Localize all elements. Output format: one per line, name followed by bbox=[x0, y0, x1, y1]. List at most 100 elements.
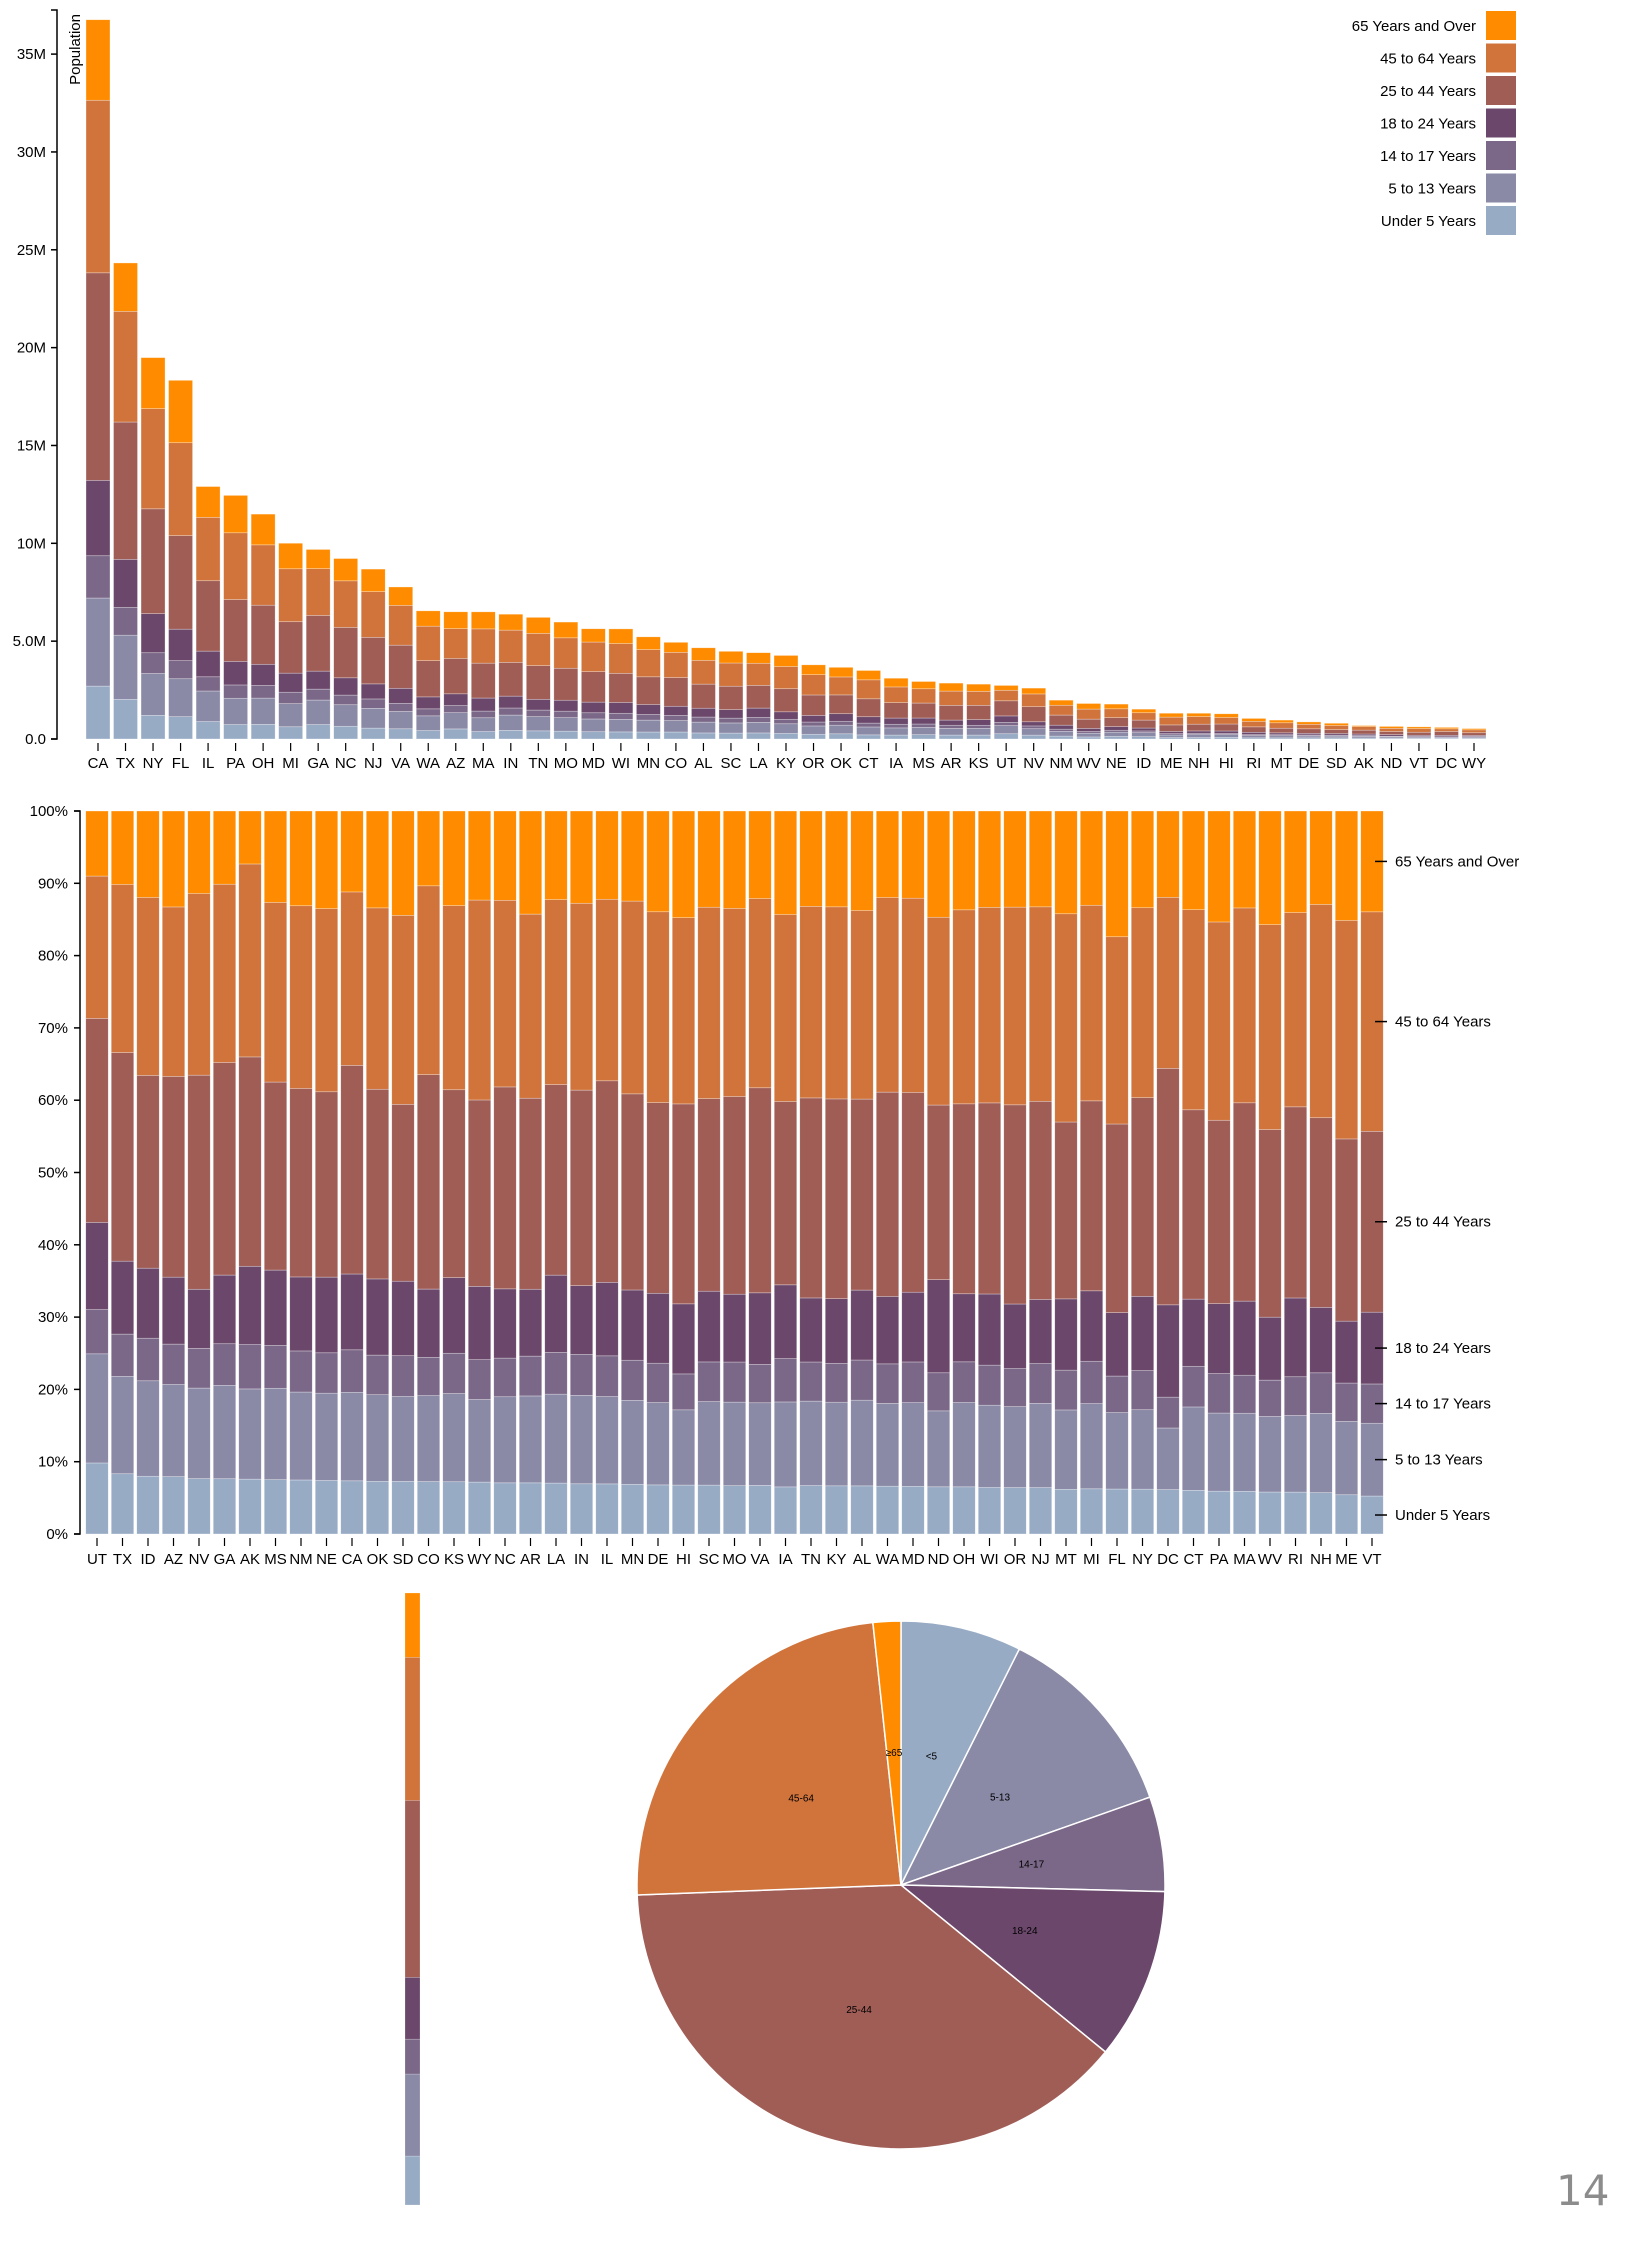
bar-segment bbox=[926, 1279, 951, 1374]
y-tick-label: 20% bbox=[38, 1381, 68, 1398]
bar-segment bbox=[140, 508, 166, 614]
x-tick-label: CA bbox=[88, 755, 109, 772]
bar-segment bbox=[314, 1091, 339, 1278]
bar-segment bbox=[722, 1096, 747, 1295]
bar-segment bbox=[883, 717, 909, 725]
bar-segment bbox=[360, 591, 386, 638]
x-axis: UT TX ID AZ NV GA AK MS NM NE CA OK SD CO KS WY NC AR LA IN… bbox=[87, 1538, 1382, 1568]
bar-segment bbox=[569, 1395, 594, 1485]
bar-segment bbox=[569, 1354, 594, 1396]
y-tick-label: 5.0M bbox=[13, 633, 46, 650]
bar-segment bbox=[467, 1359, 492, 1400]
bar-group-ak bbox=[238, 810, 262, 1535]
bar-segment bbox=[553, 699, 579, 712]
bar-segment bbox=[223, 495, 248, 534]
x-tick-label: WY bbox=[467, 1551, 491, 1568]
bar-segment bbox=[263, 902, 288, 1083]
bar-segment bbox=[801, 664, 826, 675]
bar-segment bbox=[748, 1485, 772, 1535]
bar-segment bbox=[883, 677, 909, 688]
x-tick-label: TN bbox=[528, 755, 548, 772]
x-tick-label: AR bbox=[941, 755, 962, 772]
bar-group-ct bbox=[1181, 810, 1206, 1535]
bar-segment bbox=[748, 810, 772, 899]
x-tick-label: KS bbox=[969, 755, 989, 772]
bar-segment bbox=[85, 1222, 109, 1310]
bars bbox=[85, 19, 1487, 740]
bar-group-or bbox=[1003, 810, 1027, 1535]
bar-group-id bbox=[136, 810, 160, 1535]
bar-segment bbox=[850, 810, 874, 911]
bar-segment bbox=[799, 906, 823, 1099]
bar-segment bbox=[1258, 1379, 1282, 1417]
bar-segment bbox=[314, 1352, 339, 1394]
bar-group-ny bbox=[140, 357, 166, 740]
bar-segment bbox=[850, 1098, 874, 1291]
bar-group-tn bbox=[526, 617, 551, 740]
bar-segment bbox=[1214, 713, 1239, 718]
bar-segment bbox=[187, 1288, 211, 1349]
bar-segment bbox=[467, 899, 492, 1101]
bar-segment bbox=[223, 599, 248, 662]
x-tick-label: VA bbox=[391, 755, 410, 772]
bar-segment bbox=[526, 698, 551, 711]
bar-segment bbox=[646, 1102, 670, 1294]
bar-segment bbox=[278, 568, 303, 623]
bar-segment bbox=[1258, 1416, 1282, 1493]
bar-segment bbox=[113, 699, 138, 740]
bar-segment bbox=[911, 681, 936, 690]
x-tick-label: TX bbox=[113, 1551, 132, 1568]
bar-segment bbox=[1054, 1298, 1078, 1371]
x-tick-label: LA bbox=[547, 1551, 565, 1568]
bar-segment bbox=[1351, 725, 1377, 727]
x-tick-label: CO bbox=[417, 1551, 440, 1568]
bar-segment bbox=[113, 634, 138, 700]
bar-segment bbox=[1054, 810, 1078, 915]
bar-segment bbox=[1048, 714, 1074, 726]
bar-segment bbox=[442, 1352, 466, 1394]
bar-segment bbox=[391, 915, 415, 1105]
bar-segment bbox=[305, 615, 331, 672]
bar-group-ks bbox=[966, 683, 991, 740]
bar-segment bbox=[697, 1401, 721, 1486]
bar-segment bbox=[697, 810, 721, 908]
bar-segment bbox=[161, 1476, 186, 1535]
x-tick-label: ND bbox=[928, 1551, 950, 1568]
bar-segment bbox=[553, 730, 579, 740]
bar-segment bbox=[1309, 1492, 1333, 1535]
x-tick-label: IN bbox=[574, 1551, 589, 1568]
bar-segment bbox=[646, 810, 670, 913]
bar-segment bbox=[1379, 731, 1404, 735]
bar-segment bbox=[250, 604, 276, 665]
bar-segment bbox=[697, 906, 721, 1099]
bar-segment bbox=[278, 726, 303, 740]
bar-segment bbox=[773, 688, 799, 713]
bar-segment bbox=[85, 810, 109, 877]
bar-segment bbox=[646, 1292, 670, 1364]
x-tick-label: OH bbox=[953, 1551, 976, 1568]
bar-segment bbox=[828, 724, 854, 735]
bar-group-ia bbox=[883, 677, 909, 740]
bar-segment bbox=[1130, 1296, 1155, 1371]
x-tick-label: KY bbox=[776, 755, 796, 772]
x-tick-label: VT bbox=[1362, 1551, 1381, 1568]
pie-slice-label: <5 bbox=[926, 1752, 938, 1763]
bar-segment bbox=[278, 542, 303, 570]
y-tick-label: 0.0 bbox=[25, 731, 46, 748]
bar-segment bbox=[187, 1478, 211, 1535]
bar-segment bbox=[671, 917, 696, 1105]
bar-segment bbox=[620, 810, 645, 902]
pie-slice-label: 45-64 bbox=[788, 1794, 814, 1805]
pie-slice-group: 25-44 bbox=[636, 1884, 1107, 2150]
bar-segment bbox=[773, 810, 798, 915]
y-tick-label: 10M bbox=[17, 535, 46, 552]
bar-segment bbox=[518, 1097, 543, 1290]
bar-segment bbox=[1105, 1312, 1129, 1377]
bar-segment bbox=[212, 1062, 237, 1276]
x-tick-label: MI bbox=[1083, 1551, 1100, 1568]
bar-group-ia bbox=[773, 810, 798, 1535]
bar-segment bbox=[333, 677, 358, 696]
bar-segment bbox=[697, 1361, 721, 1402]
bar-segment bbox=[1334, 1320, 1359, 1384]
bar-group-ne bbox=[314, 810, 339, 1535]
